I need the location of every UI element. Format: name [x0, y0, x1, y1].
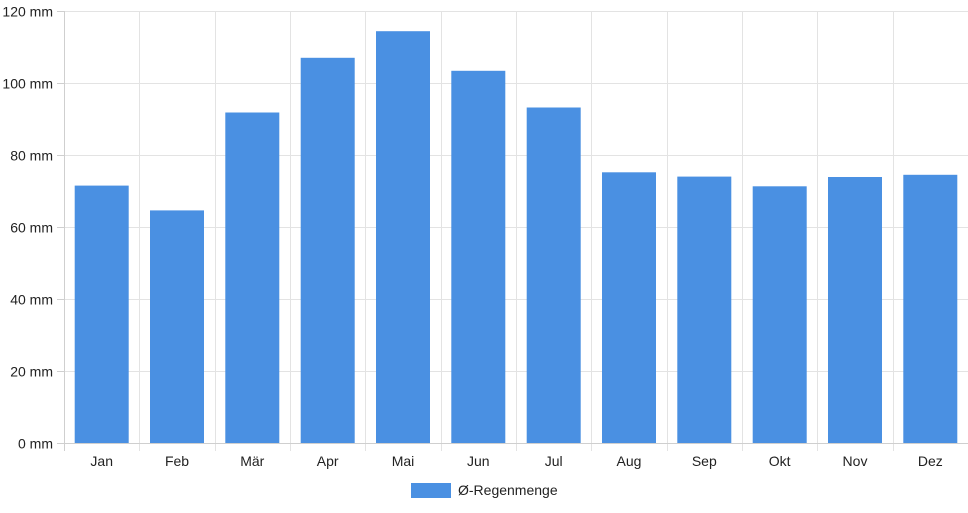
bar-sep[interactable]	[677, 176, 732, 443]
y-tick-label: 100 mm	[2, 76, 53, 92]
bar-mär[interactable]	[225, 112, 280, 444]
y-tick-label: 0 mm	[18, 436, 53, 452]
axes-layer	[57, 11, 968, 451]
bar-feb[interactable]	[150, 210, 204, 443]
y-tick-label: 20 mm	[10, 364, 53, 380]
x-tick-label: Nov	[843, 453, 868, 469]
bar-jun[interactable]	[451, 70, 506, 444]
y-tick-label: 120 mm	[2, 4, 53, 20]
bar-jan[interactable]	[74, 185, 129, 443]
y-tick-label: 80 mm	[10, 148, 53, 164]
x-tick-label: Feb	[165, 453, 189, 469]
x-tick-label: Apr	[317, 453, 339, 469]
bar-aug[interactable]	[602, 172, 656, 444]
x-tick-label: Mai	[392, 453, 415, 469]
bar-okt[interactable]	[752, 186, 807, 444]
bar-mai[interactable]	[376, 31, 430, 443]
bar-nov[interactable]	[828, 177, 882, 443]
bars-layer	[74, 31, 958, 444]
x-tick-label: Mär	[240, 453, 264, 469]
bar-jul[interactable]	[526, 107, 581, 444]
legend[interactable]: Ø-Regenmenge	[411, 482, 558, 498]
x-tick-label: Dez	[918, 453, 943, 469]
x-tick-label: Okt	[769, 453, 791, 469]
x-tick-label: Jan	[90, 453, 113, 469]
x-tick-label: Aug	[617, 453, 642, 469]
x-tick-label: Sep	[692, 453, 717, 469]
labels-layer: 0 mm 20 mm 40 mm 60 mm 80 mm 100 mm 120 mm Jan F…	[2, 4, 942, 470]
legend-swatch[interactable]	[411, 483, 451, 498]
legend-label[interactable]: Ø-Regenmenge	[458, 482, 558, 498]
x-tick-label: Jun	[467, 453, 490, 469]
y-tick-label: 40 mm	[10, 292, 53, 308]
y-tick-label: 60 mm	[10, 220, 53, 236]
bar-apr[interactable]	[300, 57, 355, 444]
bar-dez[interactable]	[903, 174, 958, 444]
x-tick-label: Jul	[545, 453, 563, 469]
grid-layer	[57, 11, 968, 451]
